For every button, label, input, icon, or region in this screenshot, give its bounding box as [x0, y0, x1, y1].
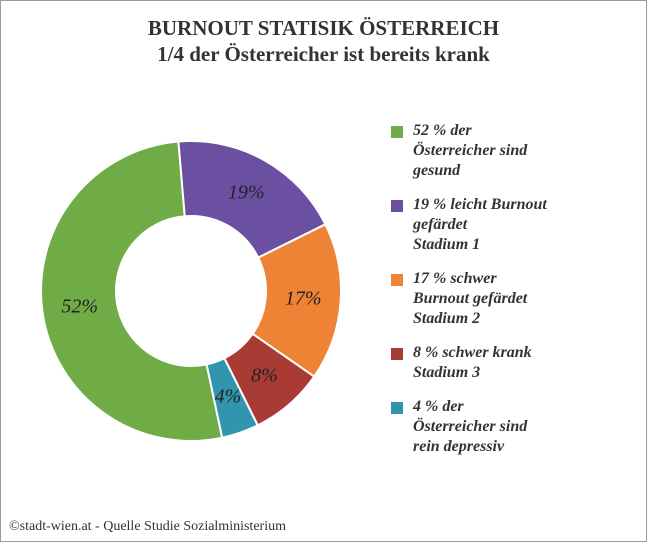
legend-item: 8 % schwer krank Stadium 3: [391, 343, 626, 383]
slice-label: 17%: [285, 288, 322, 311]
slice-label: 19%: [228, 181, 265, 204]
slice-label: 4%: [215, 386, 242, 409]
title-line-2: 1/4 der Österreicher ist bereits krank: [1, 41, 646, 67]
legend-item: 19 % leicht Burnout gefärdet Stadium 1: [391, 195, 626, 255]
chart-frame: BURNOUT STATISIK ÖSTERREICH 1/4 der Öste…: [0, 0, 647, 542]
legend-item: 52 % der Österreicher sind gesund: [391, 121, 626, 181]
legend-text: 52 % der Österreicher sind gesund: [413, 121, 527, 181]
content-row: 52% 19% 17% 8% 4% 52 % der Österreicher sind…: [1, 111, 646, 511]
legend-swatch: [391, 126, 403, 138]
legend-item: 17 % schwer Burnout gefärdet Stadium 2: [391, 269, 626, 329]
donut-chart: 52% 19% 17% 8% 4%: [41, 141, 341, 441]
slice-label: 52%: [61, 296, 98, 319]
legend-text: 8 % schwer krank Stadium 3: [413, 343, 532, 383]
legend-text: 4 % der Österreicher sind rein depressiv: [413, 397, 527, 457]
legend-swatch: [391, 402, 403, 414]
title-line-1: BURNOUT STATISIK ÖSTERREICH: [1, 15, 646, 41]
footer-credit: ©stadt-wien.at - Quelle Studie Sozialmin…: [9, 519, 286, 535]
legend-text: 19 % leicht Burnout gefärdet Stadium 1: [413, 195, 547, 255]
slice-label: 8%: [251, 365, 278, 388]
legend: 52 % der Österreicher sind gesund 19 % le…: [381, 111, 646, 511]
legend-swatch: [391, 274, 403, 286]
title-block: BURNOUT STATISIK ÖSTERREICH 1/4 der Öste…: [1, 1, 646, 68]
legend-swatch: [391, 348, 403, 360]
legend-swatch: [391, 200, 403, 212]
legend-text: 17 % schwer Burnout gefärdet Stadium 2: [413, 269, 527, 329]
chart-area: 52% 19% 17% 8% 4%: [1, 111, 381, 511]
legend-item: 4 % der Österreicher sind rein depressiv: [391, 397, 626, 457]
